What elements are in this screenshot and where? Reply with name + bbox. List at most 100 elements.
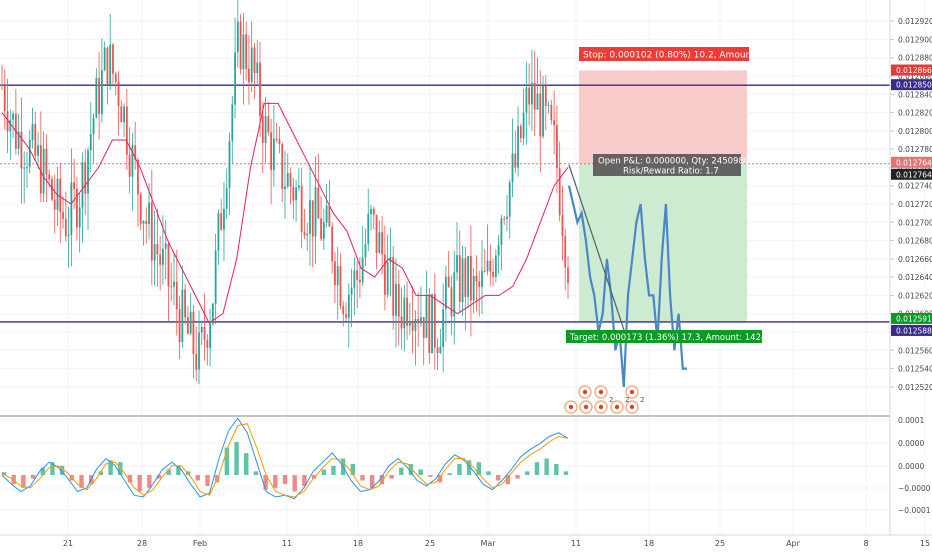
moving-average-line [1, 102, 569, 324]
price-tag-label: 0.012591 [896, 314, 932, 323]
macd-bar [544, 458, 549, 475]
macd-bar [176, 465, 181, 475]
candle-body [1, 85, 3, 87]
candle-body [278, 139, 281, 145]
candle-body [125, 106, 128, 155]
candle-body [442, 309, 445, 347]
x-tick-label: 25 [715, 539, 725, 548]
candle-body [42, 148, 45, 194]
candle-body [367, 214, 370, 244]
macd-bar [350, 464, 356, 475]
price-tag-label: 0.012764 [896, 158, 932, 167]
event-badge-dot [598, 389, 604, 395]
x-tick-label: Mar [480, 539, 496, 548]
candle-body [486, 260, 489, 272]
stop-loss-zone[interactable] [579, 70, 747, 164]
candle-body [464, 258, 467, 297]
candle-body [322, 222, 325, 239]
candle-body [506, 216, 508, 220]
candle-body [200, 326, 203, 333]
candle-body [383, 254, 386, 295]
candle-body [131, 145, 134, 177]
price-tag-label: 0.012764 [896, 170, 932, 179]
candle-body [206, 339, 209, 348]
candle-body [281, 144, 284, 190]
y-tick-label: 0.012760 [898, 163, 932, 172]
x-tick-label: 21 [63, 539, 73, 548]
macd-bar [30, 475, 36, 479]
candle-body [37, 145, 39, 156]
candle-body [406, 297, 408, 326]
candle-body [303, 231, 306, 236]
candlestick-series [1, 0, 569, 385]
candle-body [425, 294, 428, 338]
macd-bar [321, 469, 326, 475]
candle-body [309, 200, 311, 234]
y-tick-label: 0.012900 [898, 35, 932, 44]
macd-axis: 0.0001 0.0000 0.0000 −0.0000 −0.0001 [898, 416, 931, 515]
macd-bar [156, 475, 162, 479]
candle-body [209, 323, 211, 348]
candle-body [164, 243, 167, 249]
candle-body [317, 187, 320, 219]
candle-body [53, 199, 56, 210]
candle-body [117, 81, 120, 107]
candle-body [295, 187, 297, 201]
candle-body [536, 93, 539, 110]
candle-body [517, 126, 519, 168]
macd-bar [554, 464, 559, 475]
macd-bar [127, 475, 133, 483]
candle-body [481, 270, 483, 287]
candle-body [289, 173, 292, 187]
candle-body [334, 261, 336, 286]
event-badge-count: 2 [609, 396, 613, 404]
event-badges[interactable]: 2 2 2 [564, 385, 644, 414]
y-tick-label: 0.012640 [898, 273, 932, 282]
open-pnl-label: Open P&L: 0.000000, Qty: 2450980 Risk/Re… [593, 154, 749, 177]
candle-body [550, 104, 553, 121]
candle-body [178, 309, 181, 343]
candle-body [478, 281, 481, 287]
candle-body [76, 188, 78, 228]
price-tag-label: 0.012850 [896, 81, 932, 90]
candle-body [261, 115, 264, 144]
candle-body [417, 318, 420, 324]
candle-body [120, 106, 123, 123]
macd-bar [234, 442, 239, 475]
candle-body [275, 138, 278, 140]
candle-body [339, 266, 342, 307]
candle-body [39, 145, 42, 194]
candle-body [472, 275, 475, 301]
event-badge-dot [582, 389, 588, 395]
macd-line [1, 417, 569, 500]
event-badge-dot [598, 404, 604, 410]
candle-body [456, 255, 458, 273]
candle-body [450, 287, 453, 317]
candle-body [514, 153, 517, 168]
candle-body [325, 205, 328, 223]
candle-body [214, 250, 217, 304]
candle-body [139, 194, 142, 224]
price-tags: 0.012866 0.012850 0.012764 0.012764 0.012591… [891, 64, 932, 336]
candle-body [345, 314, 347, 318]
candle-body [148, 202, 150, 225]
candle-body [497, 245, 500, 256]
y-tick-label: 0.012820 [898, 109, 932, 118]
candle-body [23, 167, 26, 169]
candle-body [273, 138, 275, 171]
candle-body [353, 270, 356, 288]
candle-body [489, 260, 492, 272]
macd-bar [466, 460, 472, 475]
macd-bar [408, 464, 414, 475]
candle-body [414, 318, 417, 331]
candle-body [494, 255, 497, 278]
candle-body [100, 70, 103, 114]
candle-body [445, 276, 447, 310]
candle-body [397, 283, 400, 317]
candle-body [422, 317, 425, 338]
candle-body [223, 208, 225, 230]
candle-body [364, 243, 367, 258]
candle-body [547, 104, 550, 106]
candle-body [236, 21, 239, 53]
macd-bar [389, 475, 394, 479]
